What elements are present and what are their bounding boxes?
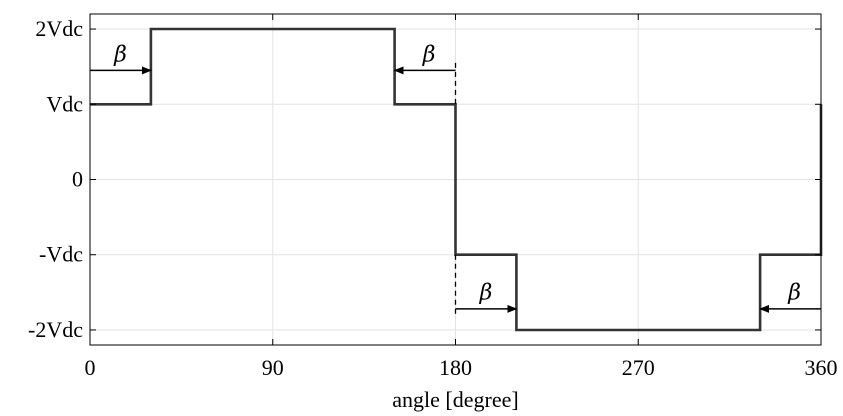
beta-label: β	[113, 43, 127, 68]
beta-label: β	[787, 280, 801, 305]
y-tick-label: Vdc	[46, 91, 83, 116]
beta-label: β	[422, 43, 436, 68]
x-tick-label: 360	[805, 355, 838, 380]
y-tick-label: 0	[72, 167, 83, 192]
y-tick-label: 2Vdc	[35, 16, 83, 41]
x-tick-label: 270	[622, 355, 655, 380]
series-line	[90, 27, 823, 332]
x-tick-label: 180	[439, 355, 472, 380]
series	[90, 27, 823, 332]
y-tick-label: -2Vdc	[28, 317, 83, 342]
x-axis-title: angle [degree]	[392, 387, 518, 412]
y-tick-label: -Vdc	[39, 242, 83, 267]
y-axis-ticks: 2Vdc Vdc 0 -Vdc -2Vdc	[28, 16, 821, 342]
x-tick-label: 0	[85, 355, 96, 380]
beta-label: β	[479, 280, 493, 305]
x-tick-label: 90	[262, 355, 284, 380]
annotations: β β β β	[90, 43, 821, 315]
x-axis-ticks: 0 90 180 270 360	[85, 14, 838, 380]
